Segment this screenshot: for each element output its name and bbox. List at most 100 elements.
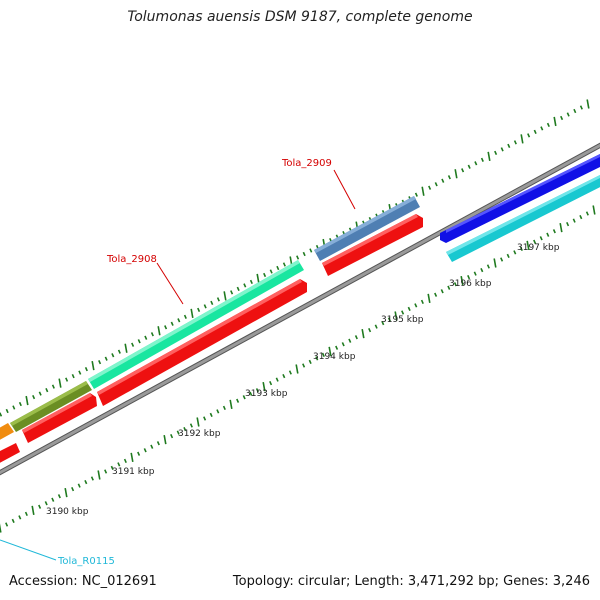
major-tick — [190, 308, 194, 318]
minor-tick — [401, 310, 405, 315]
minor-tick — [104, 356, 108, 361]
minor-tick — [12, 405, 16, 410]
minor-tick — [269, 381, 273, 386]
scale-label: 3196 kbp — [449, 279, 492, 289]
minor-tick — [341, 342, 345, 347]
major-tick — [592, 205, 596, 215]
minor-tick — [447, 175, 451, 180]
minor-tick — [368, 328, 372, 333]
gene-label-tola-2909[interactable]: Tola_2909 — [281, 158, 356, 210]
scale-label: 3193 kbp — [245, 389, 288, 399]
minor-tick — [230, 290, 234, 295]
minor-tick — [474, 161, 478, 166]
major-tick — [493, 258, 497, 268]
minor-tick — [527, 133, 531, 138]
svg-text:Tola_2909: Tola_2909 — [281, 158, 332, 169]
minor-tick — [44, 501, 48, 506]
minor-tick — [566, 112, 570, 117]
minor-tick — [533, 239, 537, 244]
major-tick — [58, 378, 62, 388]
upper-scale-ticks — [0, 99, 590, 417]
major-tick — [130, 452, 134, 462]
major-tick — [31, 505, 35, 515]
minor-tick — [216, 297, 220, 302]
svg-text:Tola_2908: Tola_2908 — [106, 254, 157, 265]
gene-label-tola-r0115[interactable]: Tola_R0115 — [0, 539, 115, 567]
minor-tick — [78, 370, 82, 375]
minor-tick — [164, 325, 168, 330]
scale-label: 3190 kbp — [46, 507, 89, 517]
minor-tick — [24, 511, 28, 516]
major-tick — [394, 311, 398, 321]
minor-tick — [335, 345, 339, 350]
minor-tick — [440, 289, 444, 294]
minor-tick — [414, 303, 418, 308]
major-tick — [586, 99, 590, 109]
minor-tick — [467, 164, 471, 169]
minor-tick — [189, 423, 193, 428]
major-tick — [520, 134, 524, 144]
minor-tick — [540, 126, 544, 131]
minor-tick — [414, 192, 418, 197]
gene-tola-2908-feature[interactable] — [88, 260, 304, 389]
minor-tick — [18, 515, 22, 520]
minor-tick — [315, 356, 319, 361]
minor-tick — [123, 458, 127, 463]
gene-cyan-feature[interactable] — [446, 170, 600, 262]
minor-tick — [51, 497, 55, 502]
minor-tick — [236, 398, 240, 403]
reverse-strand-features[interactable] — [0, 214, 423, 468]
minor-tick — [77, 483, 81, 488]
lower-scale-ticks — [0, 205, 596, 533]
scale-label: 3195 kbp — [381, 315, 424, 325]
minor-tick — [480, 267, 484, 273]
minor-tick — [428, 185, 432, 190]
minor-tick — [486, 264, 490, 269]
gene-blue-feature[interactable] — [440, 150, 600, 243]
minor-tick — [111, 353, 115, 358]
scale-labels: 3190 kbp 3191 kbp 3192 kbp 3193 kbp 3194 kbp… — [46, 243, 560, 517]
minor-tick — [506, 253, 510, 259]
minor-tick — [183, 426, 187, 432]
minor-tick — [104, 469, 108, 474]
major-tick — [487, 151, 491, 161]
scale-label: 3197 kbp — [517, 243, 560, 253]
minor-tick — [137, 451, 141, 456]
minor-tick — [84, 479, 88, 485]
minor-tick — [513, 250, 517, 255]
minor-tick — [473, 271, 477, 276]
minor-tick — [38, 391, 42, 396]
minor-tick — [242, 395, 246, 400]
gene-olive-feature[interactable] — [10, 381, 92, 432]
minor-tick — [255, 388, 259, 393]
minor-tick — [296, 255, 300, 260]
minor-tick — [269, 269, 273, 274]
major-tick — [553, 116, 557, 127]
minor-tick — [420, 299, 424, 304]
minor-tick — [546, 232, 550, 237]
major-tick — [460, 276, 464, 286]
gene-tola-2909-feature[interactable] — [314, 196, 420, 261]
gene-orange-feature[interactable] — [0, 423, 14, 446]
minor-tick — [585, 211, 589, 216]
minor-tick — [11, 518, 15, 524]
major-tick — [91, 361, 95, 371]
minor-tick — [494, 150, 498, 155]
minor-tick — [467, 275, 471, 280]
minor-tick — [282, 262, 286, 267]
minor-tick — [203, 416, 207, 421]
major-tick — [25, 395, 29, 406]
minor-tick — [18, 401, 22, 407]
minor-tick — [197, 307, 201, 312]
major-tick — [97, 470, 101, 480]
map-title: Tolumonas auensis DSM 9187, complete gen… — [127, 9, 473, 25]
minor-tick — [209, 412, 213, 418]
minor-tick — [150, 332, 154, 337]
minor-tick — [5, 408, 9, 414]
major-tick — [427, 293, 431, 303]
gene-label-tola-2908[interactable]: Tola_2908 — [106, 254, 184, 305]
major-tick — [229, 399, 233, 409]
major-tick — [454, 169, 458, 179]
minor-tick — [90, 476, 94, 481]
major-tick — [157, 326, 161, 336]
